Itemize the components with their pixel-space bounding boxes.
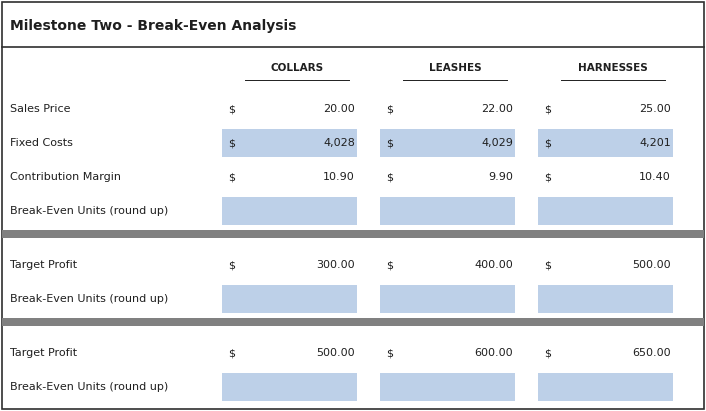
Text: $: $ — [386, 138, 393, 148]
Text: 300.00: 300.00 — [316, 260, 355, 270]
Text: LEASHES: LEASHES — [429, 63, 481, 73]
Bar — [222, 197, 357, 225]
Text: 10.40: 10.40 — [639, 172, 671, 182]
Text: 600.00: 600.00 — [474, 348, 513, 358]
Bar — [538, 197, 673, 225]
Bar — [2, 318, 704, 326]
Text: 650.00: 650.00 — [633, 348, 671, 358]
Text: 25.00: 25.00 — [639, 104, 671, 114]
Bar — [222, 129, 357, 157]
Text: 9.90: 9.90 — [488, 172, 513, 182]
Bar — [380, 129, 515, 157]
Text: $: $ — [544, 104, 551, 114]
Bar — [2, 230, 704, 238]
Text: Sales Price: Sales Price — [10, 104, 71, 114]
Text: $: $ — [228, 260, 235, 270]
Text: Break-Even Units (round up): Break-Even Units (round up) — [10, 206, 168, 216]
Bar — [222, 285, 357, 313]
Text: 4,029: 4,029 — [481, 138, 513, 148]
Bar — [380, 373, 515, 401]
Text: COLLARS: COLLARS — [270, 63, 323, 73]
Text: $: $ — [386, 260, 393, 270]
Text: 10.90: 10.90 — [323, 172, 355, 182]
Text: Break-Even Units (round up): Break-Even Units (round up) — [10, 382, 168, 392]
Text: $: $ — [544, 172, 551, 182]
Text: 4,028: 4,028 — [323, 138, 355, 148]
Text: 500.00: 500.00 — [316, 348, 355, 358]
Text: HARNESSES: HARNESSES — [578, 63, 648, 73]
Text: 400.00: 400.00 — [474, 260, 513, 270]
Text: $: $ — [386, 104, 393, 114]
Text: 22.00: 22.00 — [481, 104, 513, 114]
Text: Contribution Margin: Contribution Margin — [10, 172, 121, 182]
Text: $: $ — [544, 260, 551, 270]
Bar — [538, 373, 673, 401]
Text: Target Profit: Target Profit — [10, 260, 77, 270]
Text: Milestone Two - Break-Even Analysis: Milestone Two - Break-Even Analysis — [10, 19, 297, 33]
Text: Target Profit: Target Profit — [10, 348, 77, 358]
Text: 20.00: 20.00 — [323, 104, 355, 114]
Text: Fixed Costs: Fixed Costs — [10, 138, 73, 148]
Bar — [222, 373, 357, 401]
Text: $: $ — [544, 138, 551, 148]
Text: $: $ — [228, 104, 235, 114]
Bar — [538, 129, 673, 157]
Text: $: $ — [228, 348, 235, 358]
Text: $: $ — [386, 348, 393, 358]
Bar — [380, 285, 515, 313]
Text: 500.00: 500.00 — [633, 260, 671, 270]
Text: $: $ — [228, 172, 235, 182]
Text: $: $ — [544, 348, 551, 358]
Text: Break-Even Units (round up): Break-Even Units (round up) — [10, 294, 168, 304]
Bar — [380, 197, 515, 225]
Bar — [538, 285, 673, 313]
Text: 4,201: 4,201 — [639, 138, 671, 148]
Text: $: $ — [386, 172, 393, 182]
Text: $: $ — [228, 138, 235, 148]
